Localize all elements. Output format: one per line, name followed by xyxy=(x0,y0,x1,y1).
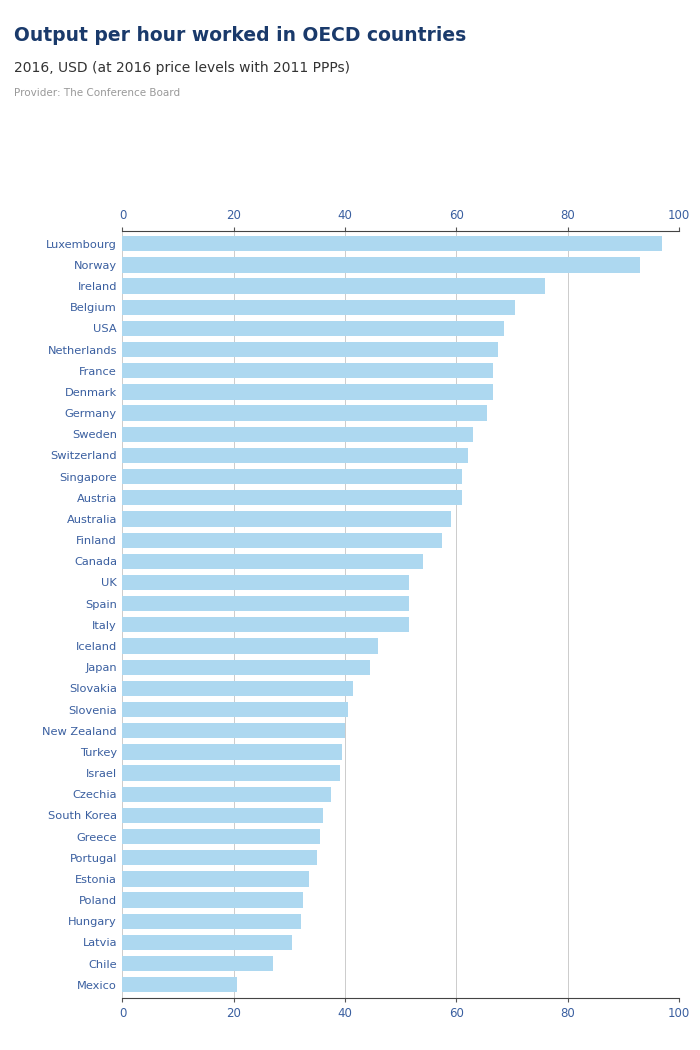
Bar xyxy=(122,956,273,971)
Bar xyxy=(122,701,348,717)
Bar xyxy=(122,236,662,251)
Bar xyxy=(122,490,462,505)
Bar xyxy=(122,872,309,886)
Bar xyxy=(122,828,320,844)
Bar xyxy=(122,850,317,865)
Bar xyxy=(122,744,342,759)
Bar xyxy=(122,405,487,421)
Bar xyxy=(122,257,640,273)
Bar xyxy=(122,786,331,802)
Bar xyxy=(122,278,545,294)
Bar xyxy=(122,680,354,696)
Bar xyxy=(122,469,462,484)
Bar xyxy=(122,659,370,675)
Text: figure.nz: figure.nz xyxy=(575,17,660,36)
Bar xyxy=(122,342,498,357)
Bar xyxy=(122,914,300,929)
Bar xyxy=(122,617,409,632)
Text: 2016, USD (at 2016 price levels with 2011 PPPs): 2016, USD (at 2016 price levels with 201… xyxy=(14,61,350,75)
Bar xyxy=(122,384,493,400)
Bar xyxy=(122,426,473,442)
Bar xyxy=(122,553,423,569)
Bar xyxy=(122,892,303,907)
Bar xyxy=(122,447,468,463)
Bar xyxy=(122,723,345,738)
Bar xyxy=(122,574,409,590)
Bar xyxy=(122,321,504,336)
Bar xyxy=(122,363,493,378)
Bar xyxy=(122,934,292,950)
Bar xyxy=(122,299,514,315)
Bar xyxy=(122,807,323,823)
Bar xyxy=(122,596,409,611)
Bar xyxy=(122,638,379,654)
Bar xyxy=(122,511,451,527)
Text: Output per hour worked in OECD countries: Output per hour worked in OECD countries xyxy=(14,26,466,45)
Bar xyxy=(122,978,237,992)
Bar xyxy=(122,765,340,781)
Text: Provider: The Conference Board: Provider: The Conference Board xyxy=(14,88,180,99)
Bar xyxy=(122,532,442,548)
